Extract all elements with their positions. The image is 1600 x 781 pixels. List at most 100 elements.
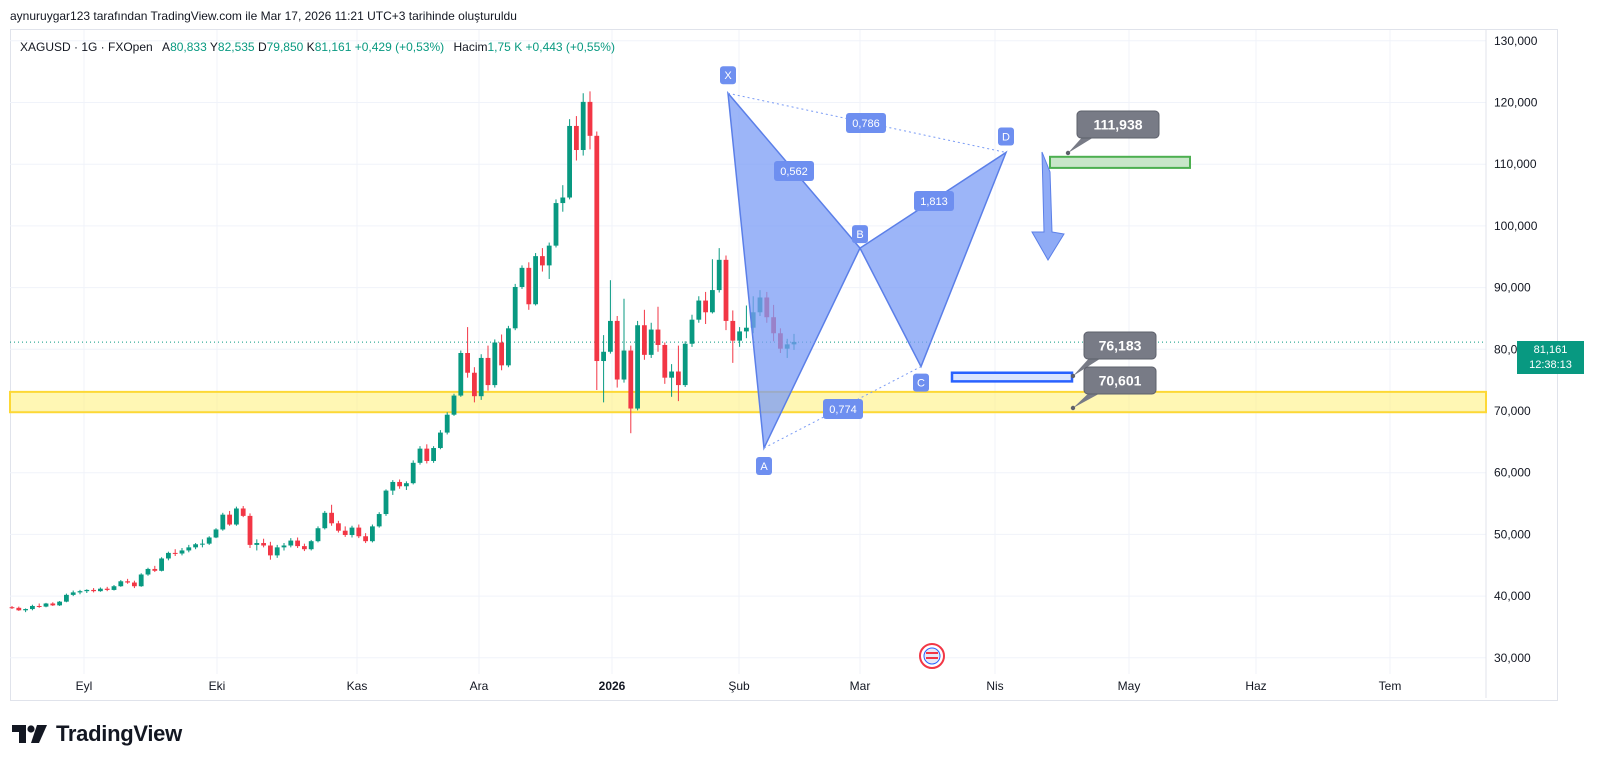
candle: [499, 334, 504, 371]
candle-body: [145, 568, 151, 575]
volume-change: +0,443 (+0,55%): [525, 40, 615, 54]
candle-body: [383, 490, 389, 515]
candle-body: [451, 395, 457, 415]
candle: [84, 589, 90, 594]
candle: [98, 587, 103, 592]
candle: [281, 543, 287, 551]
candle-body: [512, 286, 518, 329]
candle-body: [111, 586, 117, 590]
candle: [145, 567, 151, 576]
candle-body: [70, 592, 76, 595]
candle-body: [594, 135, 600, 362]
candle-body: [642, 325, 647, 355]
candle: [57, 601, 62, 606]
pattern-ratio-box: [914, 191, 954, 211]
candle: [247, 513, 253, 548]
candle: [111, 584, 117, 591]
candle-body: [281, 545, 287, 548]
candle-body: [506, 328, 511, 366]
candle-body: [91, 589, 96, 592]
candle-body: [397, 481, 402, 487]
callout-box: [1076, 110, 1160, 139]
pattern-ratio: 1,813: [914, 191, 954, 211]
candle: [594, 131, 600, 391]
callout-anchor: [1070, 405, 1076, 411]
candle-body: [125, 581, 130, 583]
candle-body: [417, 448, 423, 463]
candle: [682, 341, 688, 387]
candle-body: [614, 320, 620, 380]
pattern-point-label: A: [760, 461, 768, 473]
candle: [363, 533, 368, 544]
candle-body: [247, 515, 253, 545]
candle: [240, 506, 246, 518]
candle: [546, 242, 552, 279]
candle-body: [682, 343, 688, 386]
candle: [23, 608, 28, 613]
pattern-point-b: B: [852, 225, 868, 244]
candle: [710, 259, 715, 314]
candle-body: [213, 529, 219, 538]
pattern-ratio-label: 0,786: [852, 118, 880, 130]
x-tick-label: Eyl: [76, 679, 93, 693]
candle-body: [499, 342, 504, 366]
candle-body: [744, 327, 749, 332]
candle: [601, 335, 606, 403]
candle-body: [465, 353, 470, 373]
high-value: 82,535: [217, 40, 255, 54]
candle: [268, 541, 273, 560]
candle: [77, 589, 83, 595]
candle: [295, 537, 300, 548]
candle-body: [723, 259, 729, 321]
symbol-name[interactable]: XAGUSD · 1G · FXOpen: [20, 40, 153, 54]
chart-attribution: aynuruygar123 tarafından TradingView.com…: [10, 9, 517, 23]
candle: [519, 265, 525, 289]
candle: [676, 345, 681, 402]
candle-body: [546, 245, 552, 266]
candle: [506, 325, 511, 368]
candle: [417, 446, 423, 465]
tradingview-logo[interactable]: TradingView: [12, 721, 182, 747]
pattern-point-label: C: [917, 378, 925, 390]
candle: [472, 367, 477, 403]
candle: [138, 573, 144, 587]
candle-body: [485, 357, 491, 386]
pattern-xd-line: [727, 92, 1007, 153]
candle: [308, 539, 314, 551]
candle: [200, 539, 205, 548]
tradingview-logo-icon: [12, 725, 47, 743]
y-tick-label: 110,000: [1494, 157, 1537, 171]
candle-body: [703, 300, 708, 313]
axis-ticks: 130,000120,000110,000100,00090,00080,000…: [76, 34, 1538, 693]
candle: [193, 543, 198, 550]
candle: [159, 557, 164, 572]
x-tick-label: Şub: [728, 679, 750, 693]
close-label: K: [306, 40, 315, 54]
pattern-point-x: X: [720, 66, 736, 85]
economic-event-icon: [919, 643, 945, 669]
y-tick-label: 90,000: [1494, 281, 1531, 295]
candle: [492, 339, 498, 388]
candle-body: [220, 514, 226, 530]
candle-body: [193, 544, 198, 548]
candle: [458, 350, 464, 397]
candle-body: [186, 547, 192, 551]
open-value: 80,833: [170, 40, 207, 54]
price-callout: 70,601: [1070, 366, 1157, 411]
candle-body: [50, 603, 56, 606]
symbol-legend[interactable]: XAGUSD · 1G · FXOpen A80,833 Y82,535 D79…: [20, 40, 615, 54]
candle-body: [363, 536, 368, 542]
candle: [186, 544, 192, 553]
candle: [397, 479, 402, 489]
candle-body: [159, 558, 164, 571]
candle-countdown: 12:38:13: [1529, 359, 1572, 371]
price-callout: 76,183: [1070, 331, 1157, 379]
candle-body: [104, 588, 110, 590]
pattern-point-label: X: [724, 70, 732, 82]
close-value: 81,161: [314, 40, 352, 54]
support-zone: [9, 390, 1487, 414]
harmonic-pattern: X A B C D 0,562 0,774 1,813 0,786 111,938 76,183 70…: [720, 66, 1160, 669]
candle-body: [118, 581, 124, 587]
chart-grid: [10, 30, 1487, 698]
